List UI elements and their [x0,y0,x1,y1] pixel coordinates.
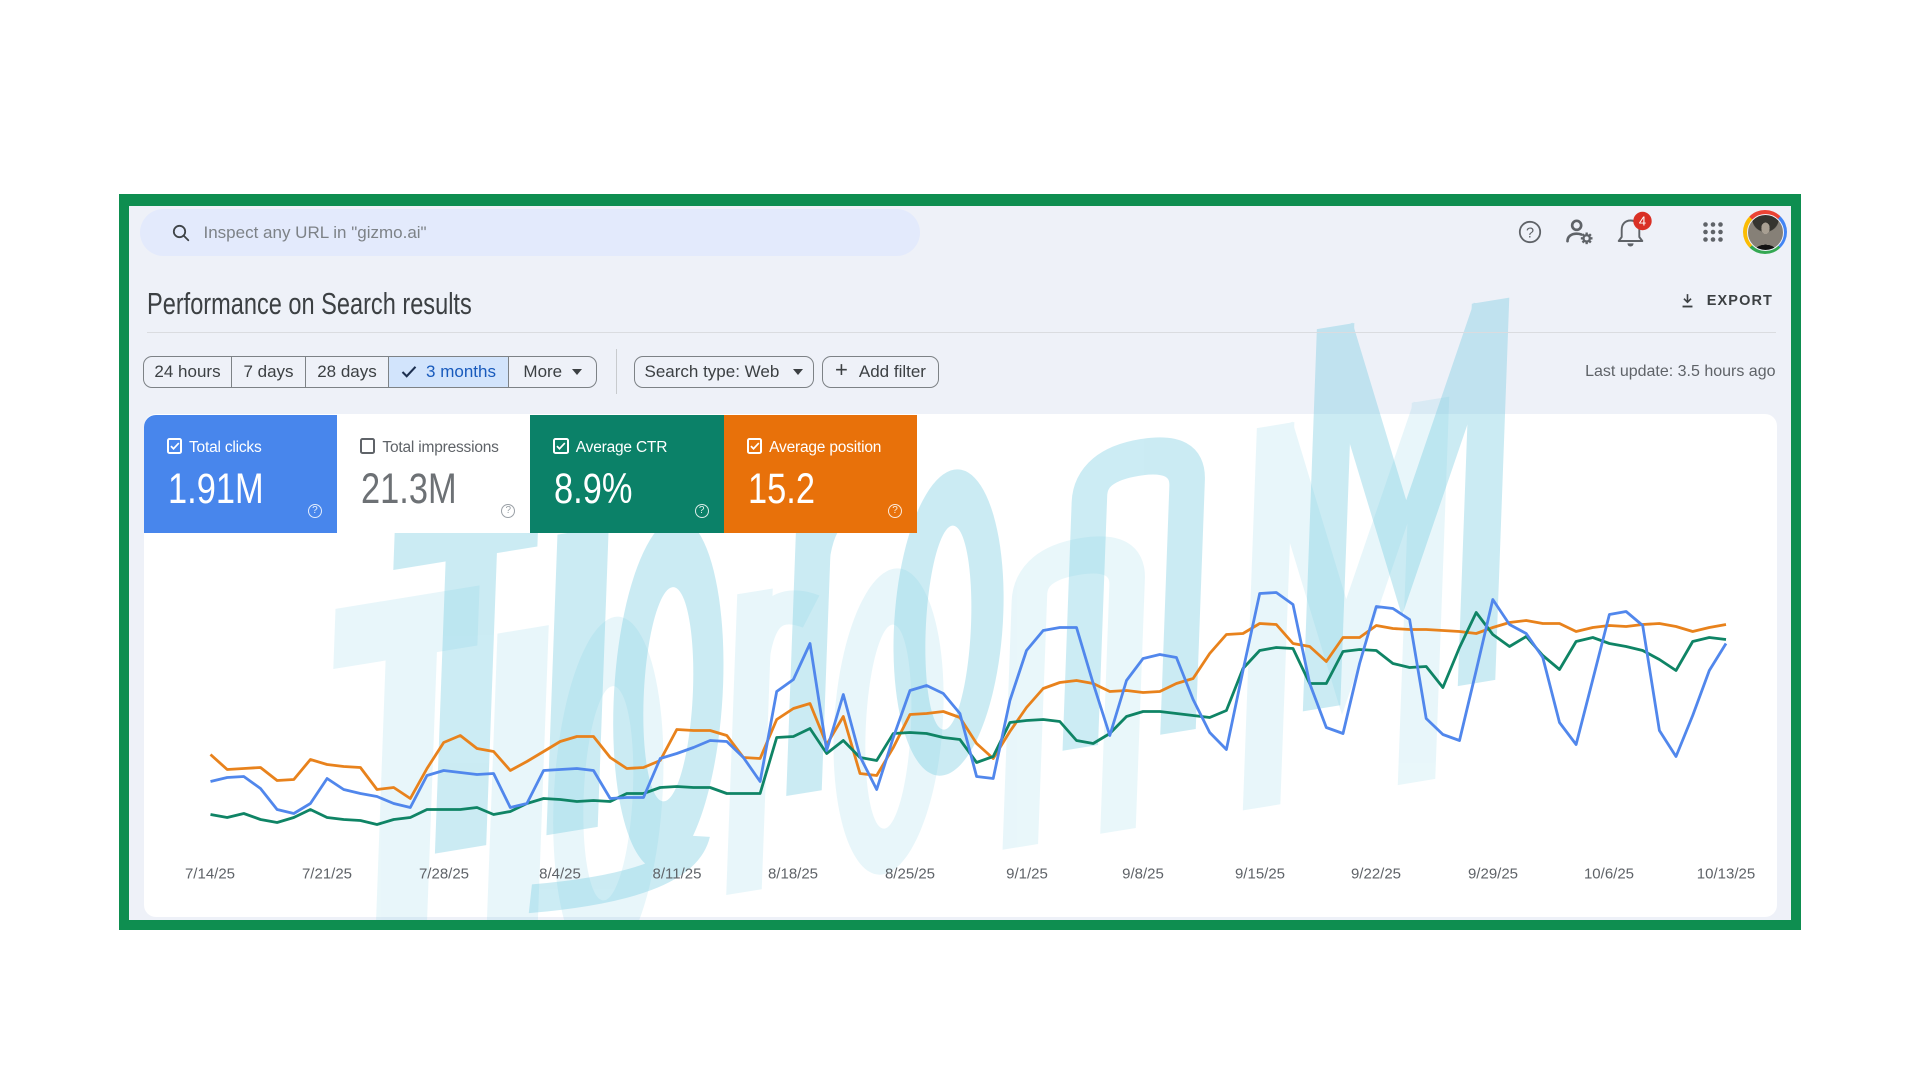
svg-text:9/1/25: 9/1/25 [1006,865,1048,882]
svg-text:9/22/25: 9/22/25 [1350,865,1400,882]
svg-text:10/6/25: 10/6/25 [1583,865,1633,882]
svg-text:8/11/25: 8/11/25 [652,865,701,882]
svg-text:7/14/25: 7/14/25 [184,865,234,882]
svg-text:9/8/25: 9/8/25 [1122,865,1164,882]
svg-text:?: ? [1526,226,1534,242]
svg-text:7/28/25: 7/28/25 [418,865,468,882]
svg-text:10/13/25: 10/13/25 [1696,865,1754,882]
svg-text:7/21/25: 7/21/25 [301,865,351,882]
svg-text:8/25/25: 8/25/25 [884,865,934,882]
svg-text:4: 4 [1639,214,1646,229]
svg-text:9/15/25: 9/15/25 [1234,865,1284,882]
svg-text:9/29/25: 9/29/25 [1467,865,1517,882]
svg-text:8/18/25: 8/18/25 [767,865,817,882]
svg-text:8/4/25: 8/4/25 [539,865,581,882]
